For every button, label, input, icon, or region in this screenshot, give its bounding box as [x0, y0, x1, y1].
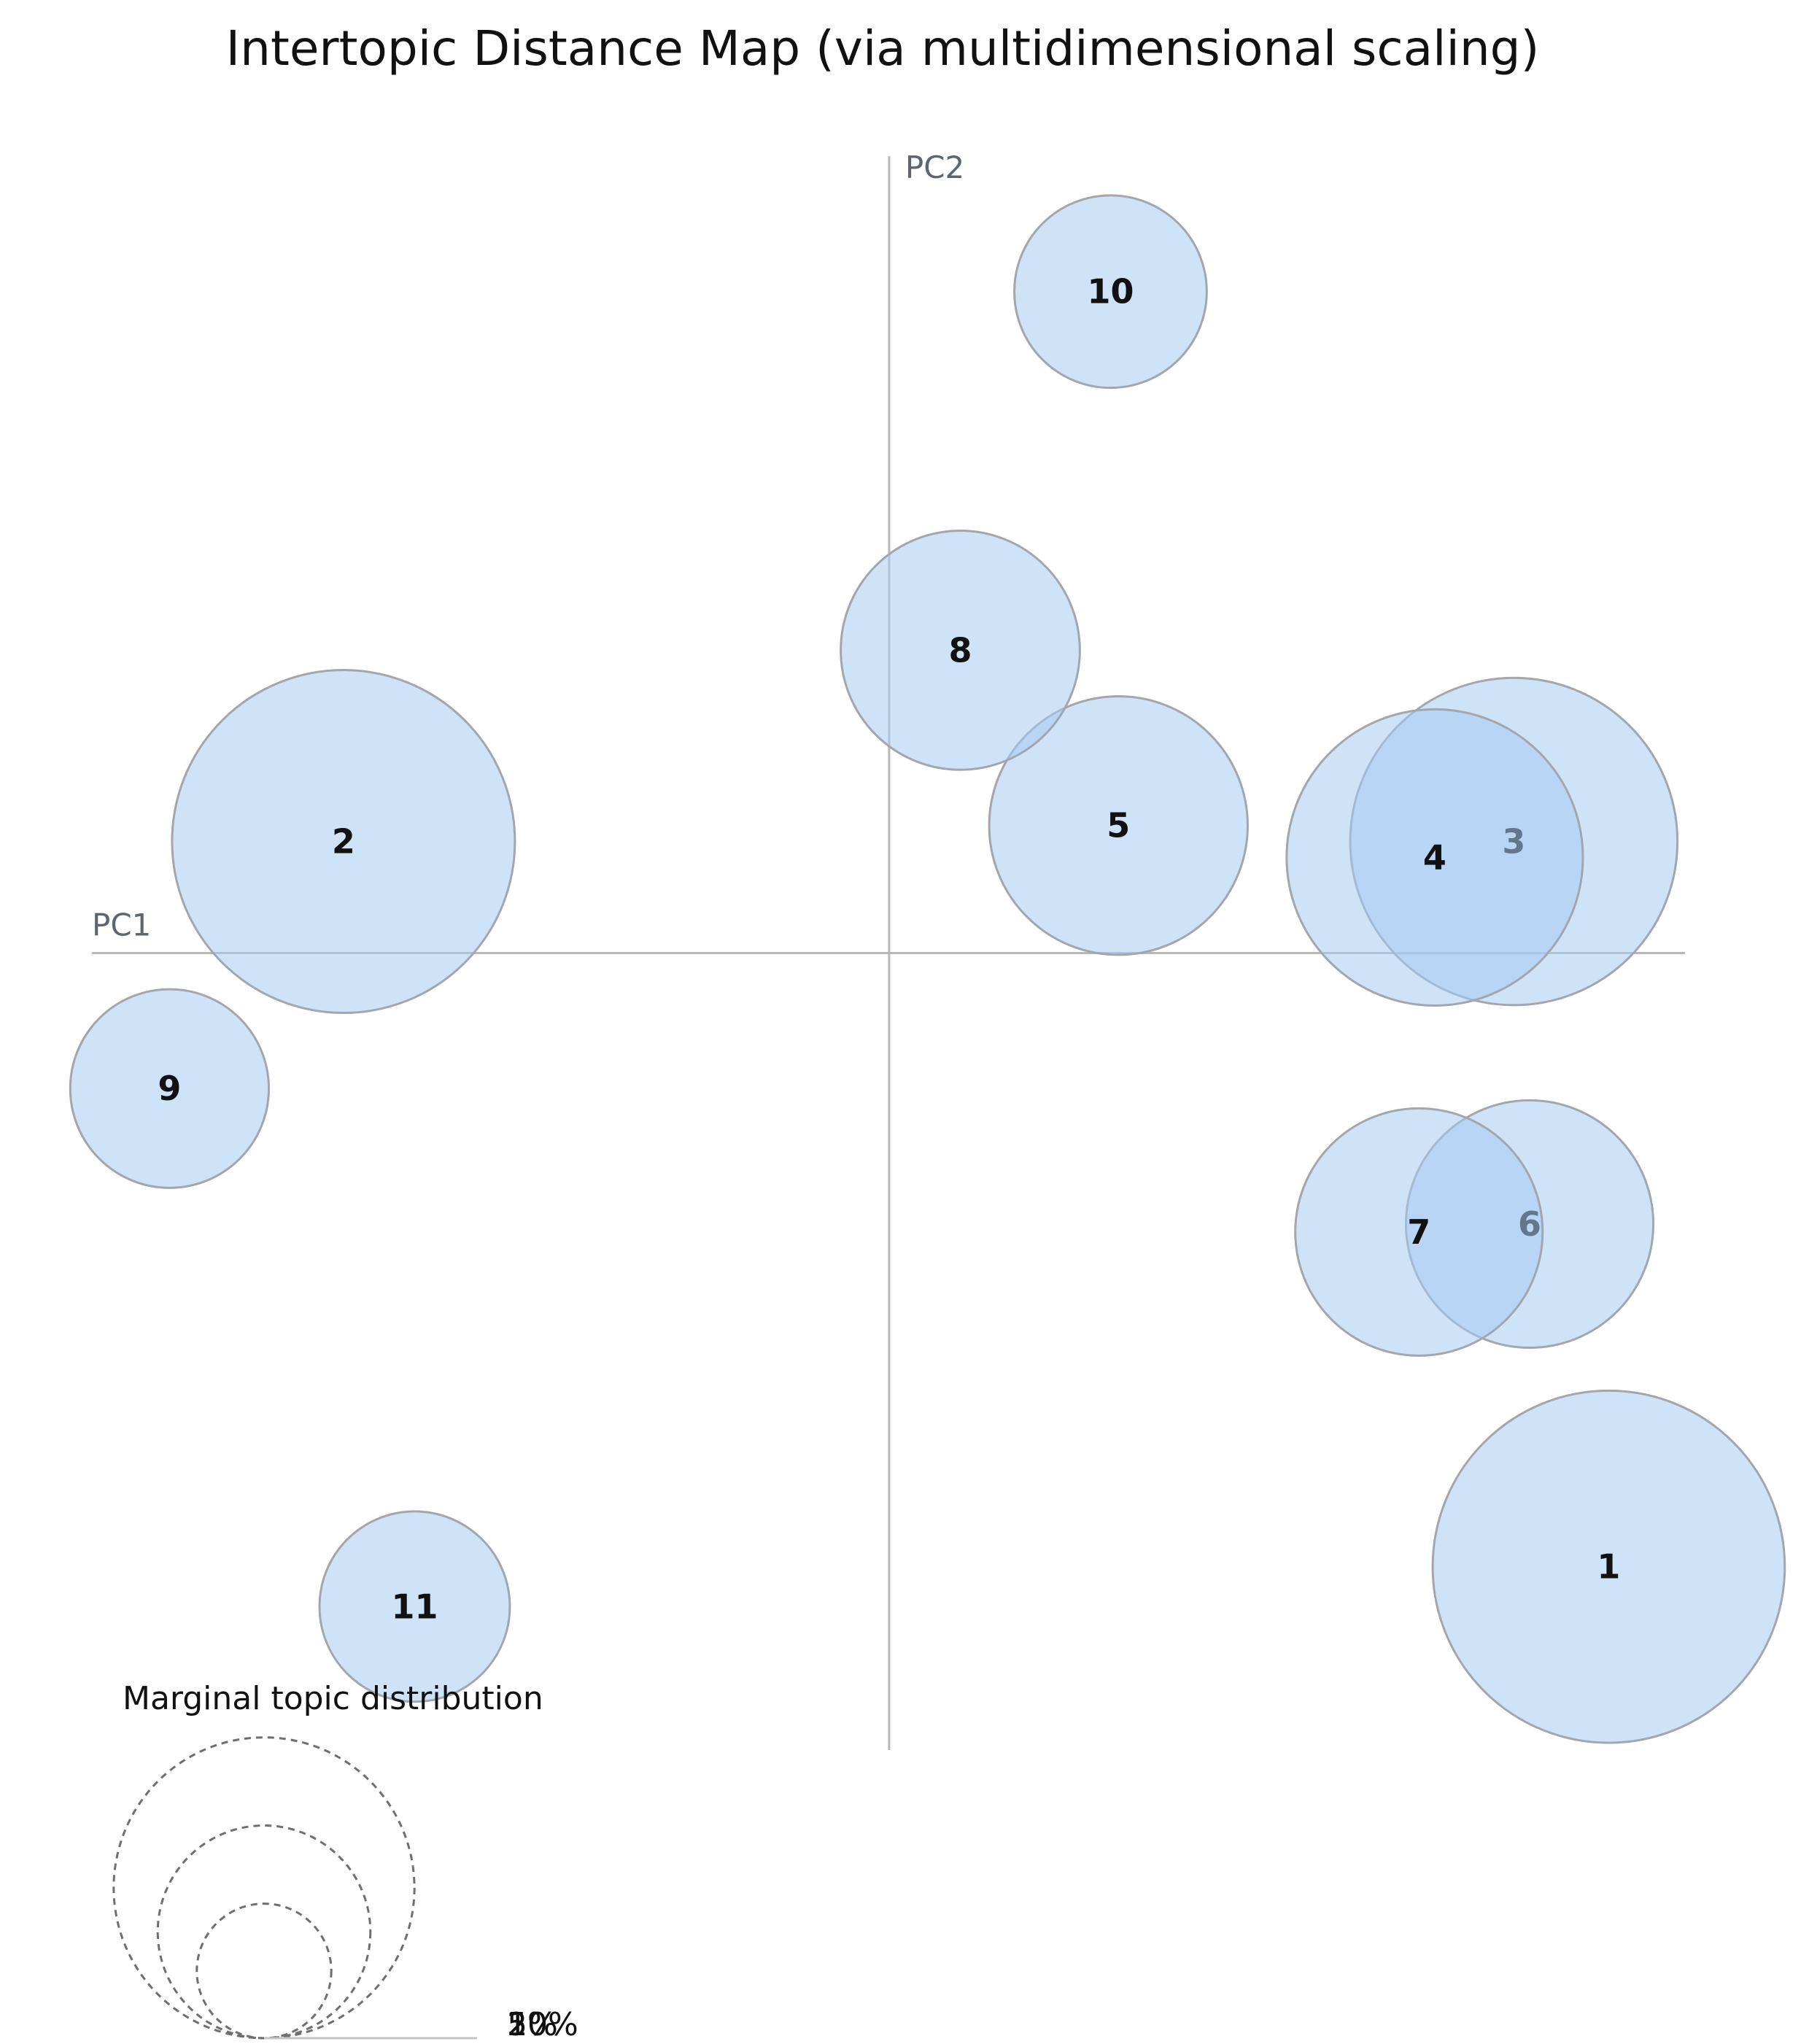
topic-circle-5[interactable]	[988, 695, 1249, 956]
topic-label-8: 8	[948, 630, 972, 670]
legend-label-2: 2%	[507, 2006, 558, 2043]
marginal-topic-distribution-legend: Marginal topic distribution 2%5%10%	[112, 1680, 578, 2043]
legend-label-5: 5%	[507, 2006, 558, 2043]
topic-bubble-10[interactable]: 10	[1013, 194, 1208, 390]
topic-circle-7[interactable]	[1294, 1107, 1544, 1357]
legend-circle-5	[156, 1824, 372, 2040]
topic-label-2: 2	[332, 822, 355, 862]
topic-bubbles: 1234567891011	[69, 194, 1786, 1744]
topic-circle-8[interactable]	[840, 529, 1081, 771]
chart-title: Intertopic Distance Map (via multidimens…	[226, 20, 1540, 77]
pc2-axis-label: PC2	[905, 150, 964, 185]
topic-label-9: 9	[158, 1069, 181, 1108]
topic-label-5: 5	[1107, 806, 1130, 845]
topic-label-1: 1	[1597, 1547, 1620, 1587]
topic-circle-4[interactable]	[1285, 708, 1584, 1007]
topic-circle-1[interactable]	[1431, 1389, 1786, 1744]
topic-bubble-8[interactable]: 8	[840, 529, 1081, 771]
legend-items: 2%5%10%	[112, 1736, 578, 2043]
legend-circle-10	[112, 1736, 416, 2040]
topic-bubble-1[interactable]: 1	[1431, 1389, 1786, 1744]
topic-circle-9[interactable]	[69, 988, 271, 1189]
topic-label-4: 4	[1423, 837, 1446, 877]
legend-title: Marginal topic distribution	[123, 1680, 543, 1717]
legend-label-10: 10%	[507, 2006, 578, 2043]
topic-bubble-9[interactable]: 9	[69, 988, 271, 1189]
topic-circle-2[interactable]	[171, 669, 516, 1015]
topic-bubble-7[interactable]: 7	[1294, 1107, 1544, 1357]
topic-bubble-5[interactable]: 5	[988, 695, 1249, 956]
topic-label-10: 10	[1087, 272, 1134, 311]
topic-bubble-11[interactable]: 11	[318, 1510, 511, 1703]
topic-label-7: 7	[1407, 1212, 1430, 1252]
topic-circle-10[interactable]	[1013, 194, 1208, 390]
topic-circle-11[interactable]	[318, 1510, 511, 1703]
legend-circle-2	[195, 1902, 333, 2040]
pc1-axis-label: PC1	[92, 907, 151, 943]
topic-bubble-4[interactable]: 4	[1285, 708, 1584, 1007]
topic-label-11: 11	[391, 1587, 438, 1626]
topic-bubble-2[interactable]: 2	[171, 669, 516, 1015]
